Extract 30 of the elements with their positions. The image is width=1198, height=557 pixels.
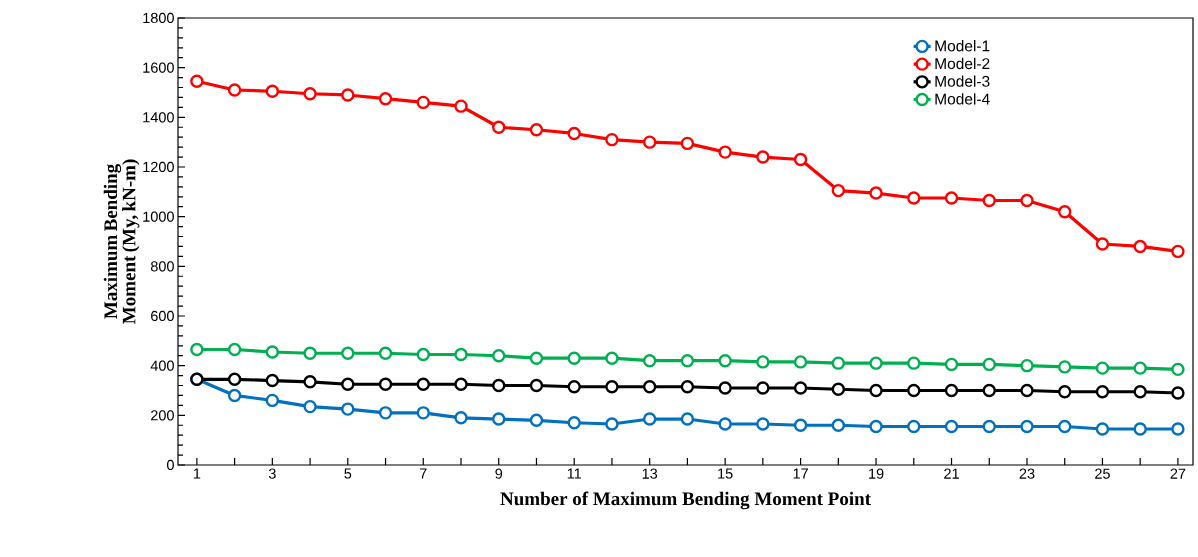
y-tick-label: 1200 [143,161,174,173]
x-tick-label: 9 [495,468,503,479]
x-tick-label: 21 [944,468,959,479]
x-tick-label: 1 [193,468,201,479]
x-tick-label: 3 [268,468,276,479]
x-tick-label: 25 [1095,468,1110,479]
y-tick-label: 400 [150,360,174,371]
y-axis-title: Maximum Bending Moment (My, kN-m) [103,159,140,324]
x-tick-label: 7 [419,468,427,479]
x-tick-label: 15 [718,468,733,479]
legend-label: Model-2 [935,57,990,70]
x-tick-label: 27 [1170,468,1186,479]
y-tick-label: 600 [151,310,174,322]
x-tick-label: 23 [1019,468,1035,479]
y-tick-label: 1400 [143,112,174,123]
y-tick-label: 800 [150,261,174,272]
x-tick-label: 13 [642,468,658,479]
y-tick-label: 1600 [143,62,174,73]
legend-label: Model-1 [935,40,990,52]
x-tick-label: 19 [869,468,884,479]
x-tick-label: 5 [344,468,352,479]
legend-label: Model-3 [935,75,990,87]
y-tick-label: 200 [151,410,174,421]
x-tick-label: 17 [793,468,808,479]
y-tick-label: 1000 [143,211,174,222]
y-tick-label: 1800 [143,12,174,24]
legend-label: Model-4 [935,93,990,105]
y-tick-label: 0 [166,459,174,471]
x-axis-title: Number of Maximum Bending Moment Point [500,491,871,510]
x-tick-label: 11 [567,468,582,479]
